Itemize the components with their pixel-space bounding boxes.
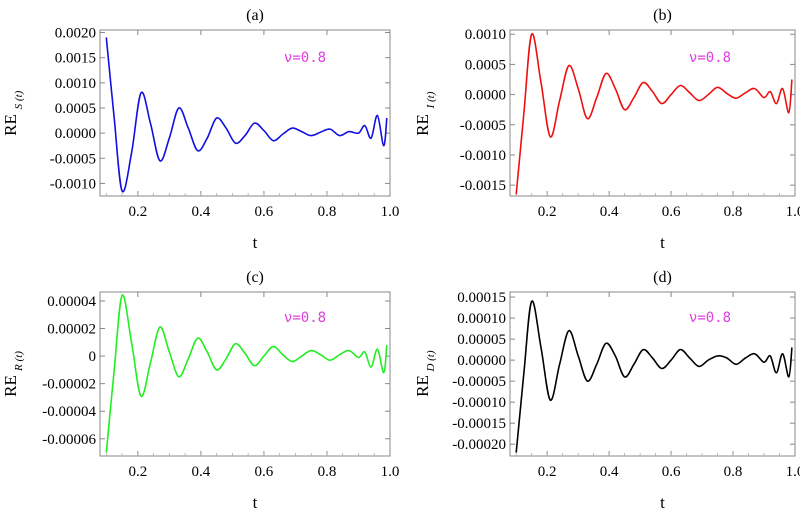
x-axis-label: t bbox=[253, 493, 258, 511]
x-tick-label: 0.4 bbox=[191, 204, 210, 220]
panel-b: 0.2 0.4 0.6 0.8 1.0 -0.0015 -0.0010 -0.0005 0.00… bbox=[413, 7, 800, 252]
y-tick-label: 0.0015 bbox=[55, 51, 96, 67]
y-axis-label-subscript: R (t) bbox=[13, 351, 25, 372]
x-tick-label: 0.4 bbox=[191, 464, 210, 480]
y-tick-label: 0.00000 bbox=[457, 353, 506, 369]
x-tick-label: 0.6 bbox=[255, 204, 274, 220]
y-tick-label: 0.0010 bbox=[465, 27, 506, 43]
y-tick-label: -0.00002 bbox=[42, 377, 96, 393]
y-tick-label: 0.00010 bbox=[457, 311, 506, 327]
panel-title: (d) bbox=[653, 269, 672, 286]
panel-title: (a) bbox=[246, 7, 264, 24]
data-series-line bbox=[515, 33, 793, 195]
panel-title: (c) bbox=[246, 269, 264, 286]
y-tick-label: -0.0005 bbox=[50, 151, 96, 167]
y-tick-label: -0.00006 bbox=[42, 432, 96, 448]
y-tick-label: -0.00010 bbox=[452, 395, 506, 411]
data-series-line bbox=[105, 37, 388, 193]
y-tick-label: -0.00004 bbox=[42, 404, 96, 420]
x-tick-label: 0.8 bbox=[318, 464, 337, 480]
y-axis-label-subscript: S (t) bbox=[13, 90, 25, 109]
nu-annotation: ν=0.8 bbox=[284, 50, 326, 66]
y-tick-label: 0.00005 bbox=[457, 332, 506, 348]
x-tick-label: 0.8 bbox=[318, 204, 337, 220]
panel-d: 0.2 0.4 0.6 0.8 1.0 -0.00020 -0.00015 -0.00010 -… bbox=[413, 269, 800, 511]
y-tick-label: -0.00005 bbox=[452, 374, 506, 390]
x-tick-label: 1.0 bbox=[786, 204, 800, 220]
y-axis-label-subscript: I (t) bbox=[425, 91, 437, 109]
plot-frame bbox=[509, 29, 796, 197]
x-tick-label: 0.6 bbox=[255, 464, 274, 480]
nu-annotation: ν=0.8 bbox=[284, 310, 326, 326]
y-tick-label: 0.0000 bbox=[465, 88, 506, 104]
x-tick-label: 0.2 bbox=[538, 204, 557, 220]
y-axis-label-main: RE bbox=[1, 114, 20, 136]
y-axis-label: RE R (t) bbox=[1, 351, 25, 397]
x-tick-label: 1.0 bbox=[381, 204, 400, 220]
x-tick-label: 0.2 bbox=[128, 464, 147, 480]
x-tick-label: 0.6 bbox=[662, 204, 681, 220]
y-tick-label: 0.00004 bbox=[47, 294, 96, 310]
y-axis-label-main: RE bbox=[413, 114, 432, 136]
y-axis-label: RE S (t) bbox=[1, 90, 25, 136]
x-axis-label: t bbox=[253, 233, 258, 252]
y-axis-label-main: RE bbox=[1, 375, 20, 397]
plot-frame bbox=[99, 29, 391, 197]
nu-annotation: ν=0.8 bbox=[689, 50, 731, 66]
y-tick-label: 0 bbox=[89, 349, 97, 365]
y-tick-label: 0.0000 bbox=[55, 126, 96, 142]
x-tick-label: 1.0 bbox=[786, 464, 800, 480]
y-tick-label: 0.0005 bbox=[465, 57, 506, 73]
y-tick-label: -0.0015 bbox=[460, 178, 506, 194]
y-tick-label: 0.0010 bbox=[55, 76, 96, 92]
plot-frame bbox=[99, 291, 391, 457]
x-axis-label: t bbox=[660, 233, 665, 252]
x-tick-label: 0.6 bbox=[662, 464, 681, 480]
x-tick-label: 0.8 bbox=[724, 204, 743, 220]
y-tick-label: 0.0020 bbox=[55, 26, 96, 42]
x-tick-label: 0.2 bbox=[128, 204, 147, 220]
nu-annotation: ν=0.8 bbox=[689, 310, 731, 326]
y-tick-label: 0.00015 bbox=[457, 290, 506, 306]
x-tick-label: 0.4 bbox=[600, 464, 619, 480]
data-series-line bbox=[515, 300, 793, 453]
x-tick-label: 0.4 bbox=[600, 204, 619, 220]
y-axis-label: RE I (t) bbox=[413, 91, 437, 136]
y-tick-label: 0.00002 bbox=[47, 322, 96, 338]
y-tick-label: -0.0005 bbox=[460, 118, 506, 134]
x-tick-label: 0.2 bbox=[538, 464, 557, 480]
y-tick-label: 0.0005 bbox=[55, 101, 96, 117]
panel-title: (b) bbox=[653, 7, 672, 24]
x-tick-label: 1.0 bbox=[381, 464, 400, 480]
panel-a: 0.2 0.4 0.6 0.8 1.0 -0.0010 -0.0005 0.0000 0.000… bbox=[1, 7, 399, 252]
y-axis-label: RE D (t) bbox=[413, 350, 437, 397]
y-axis-label-subscript: D (t) bbox=[425, 350, 437, 372]
data-series-line bbox=[105, 294, 388, 453]
y-tick-label: -0.0010 bbox=[460, 148, 506, 164]
x-axis-label: t bbox=[660, 493, 665, 511]
panel-c: 0.2 0.4 0.6 0.8 1.0 -0.00006 -0.00004 -0.00002 0… bbox=[1, 269, 399, 511]
x-tick-label: 0.8 bbox=[724, 464, 743, 480]
y-tick-label: -0.00020 bbox=[452, 437, 506, 453]
y-tick-label: -0.00015 bbox=[452, 416, 506, 432]
plot-frame bbox=[509, 291, 796, 457]
y-tick-label: -0.0010 bbox=[50, 176, 96, 192]
y-axis-label-main: RE bbox=[413, 375, 432, 397]
